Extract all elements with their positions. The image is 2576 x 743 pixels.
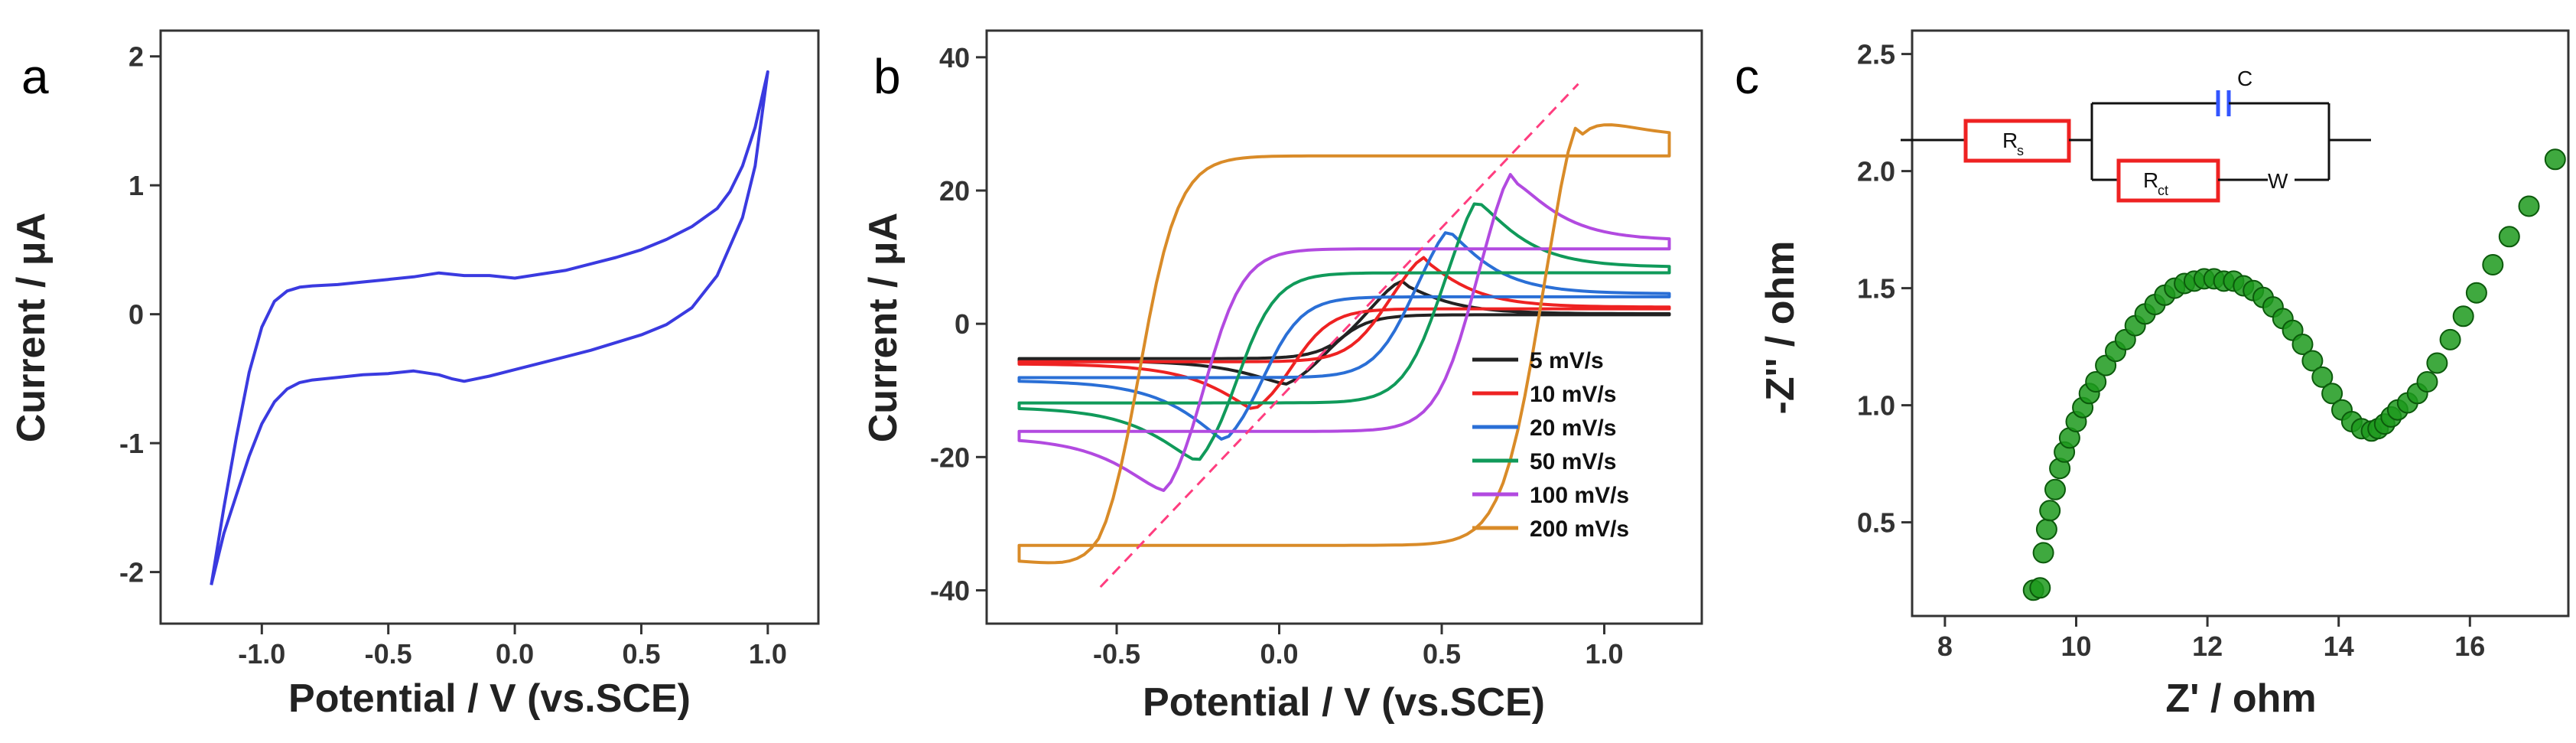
y-tick-label: 2.0 [1857,156,1895,187]
y-axis-title-c: -Z'' / ohm [1758,241,1803,415]
x-tick-label: -0.5 [1093,638,1140,670]
cv-curve-b-4 [1017,173,1671,492]
legend-label: 100 mV/s [1530,483,1629,508]
x-tick-label: 14 [2324,631,2354,662]
y-tick-label: 20 [939,175,970,207]
y-axis-title-b: Current / μA [861,213,906,443]
plot-frame-a [159,29,820,625]
y-tick-label: 1.0 [1857,390,1895,422]
nyquist-point [2035,518,2057,540]
y-axis-title-a: Current / μA [9,213,54,443]
x-tick-label: 0.5 [622,638,660,670]
y-tick-label: -40 [930,575,970,606]
y-tick-label: 1 [128,170,144,201]
legend-label: 50 mV/s [1530,449,1616,474]
panel-b: b -0.5 0.0 0.5 1.0 -40 -20 0 20 40 5 mV/s 10 mV/s… [861,29,1703,725]
curves-b [1017,83,1671,588]
resistor-rs-subscript: s [2017,143,2024,158]
nyquist-point [2426,352,2448,374]
nyquist-point [2039,500,2061,522]
panel-a: a -1.0 -0.5 0.0 0.5 1.0 -2 -1 0 1 2 Potential / V… [9,29,820,721]
nyquist-point [2518,195,2540,217]
legend-b: 5 mV/s 10 mV/s 20 mV/s 50 mV/s 100 mV/s 200 m… [1472,348,1629,542]
ticks-c: 8 10 12 14 16 0.5 1.0 1.5 2.0 2.5 [1857,39,2485,662]
y-tick-label: 40 [939,42,970,73]
nyquist-point [2439,328,2461,350]
resistor-rct-label: R [2143,168,2158,192]
panel-letter-a: a [21,49,49,104]
equivalent-circuit-inset: R s C R ct W [1901,67,2371,203]
nyquist-point [2029,577,2051,599]
nyquist-point [2452,305,2474,328]
nyquist-point [2291,334,2314,355]
ticks-b: -0.5 0.0 0.5 1.0 -40 -20 0 20 40 [930,42,1624,670]
x-tick-label: 16 [2454,631,2485,662]
curves-a [210,70,769,585]
legend-label: 5 mV/s [1530,348,1604,373]
x-tick-label: 1.0 [1585,638,1623,670]
nyquist-point [2085,371,2107,393]
warburg-label: W [2268,169,2288,193]
y-tick-label: 0 [128,299,144,331]
peak-guide-line [1099,83,1579,588]
nyquist-point [2482,254,2504,275]
nyquist-point [2032,542,2054,564]
nyquist-point [2465,282,2487,304]
x-tick-label: 1.0 [749,638,787,670]
x-tick-label: 0.0 [496,638,534,670]
x-tick-label: 8 [1937,631,1953,662]
cv-curve-b-5 [1017,123,1671,565]
panel-letter-b: b [873,49,901,104]
y-tick-label: -1 [119,428,144,459]
x-tick-label: 0.5 [1423,638,1461,670]
cv-curve-b-0 [1017,279,1671,386]
x-axis-title-c: Z' / ohm [2165,676,2316,721]
x-tick-label: 10 [2060,631,2091,662]
y-tick-label: 0.5 [1857,507,1895,539]
x-tick-label: 0.0 [1260,638,1298,670]
y-tick-label: -2 [119,557,144,588]
y-tick-label: 0 [955,308,970,340]
ticks-a: -1.0 -0.5 0.0 0.5 1.0 -2 -1 0 1 2 [119,41,787,670]
nyquist-point [2544,148,2566,171]
nyquist-point [2498,226,2520,248]
nyquist-point [2044,478,2066,500]
plot-frame-c [1911,29,2570,618]
resistor-rs-label: R [2002,129,2018,152]
cv-curve-b-3 [1017,202,1671,461]
plot-frame-b [985,29,1703,625]
x-tick-label: -0.5 [365,638,412,670]
y-tick-label: 2.5 [1857,39,1895,70]
y-tick-label: 1.5 [1857,273,1895,305]
panel-letter-c: c [1735,49,1759,104]
x-tick-label: 12 [2192,631,2223,662]
cv-curve-a [210,70,769,585]
x-axis-title-b: Potential / V (vs.SCE) [1143,680,1545,725]
x-tick-label: -1.0 [238,638,285,670]
nyquist-point [2416,371,2438,393]
nyquist-point [2311,366,2334,388]
legend-label: 20 mV/s [1530,415,1616,441]
capacitor-label: C [2237,67,2252,90]
y-tick-label: -20 [930,442,970,473]
curves-c [2022,148,2566,601]
legend-label: 200 mV/s [1530,517,1629,542]
legend-label: 10 mV/s [1530,382,1616,407]
resistor-rct-subscript: ct [2158,183,2168,198]
nyquist-point [2301,350,2324,372]
y-tick-label: 2 [128,41,144,73]
panel-c: c 8 10 12 14 16 0.5 1.0 1.5 2.0 2.5 Z' / ohm -Z''… [1735,29,2570,721]
nyquist-point [2321,383,2343,405]
x-axis-title-a: Potential / V (vs.SCE) [288,676,691,721]
